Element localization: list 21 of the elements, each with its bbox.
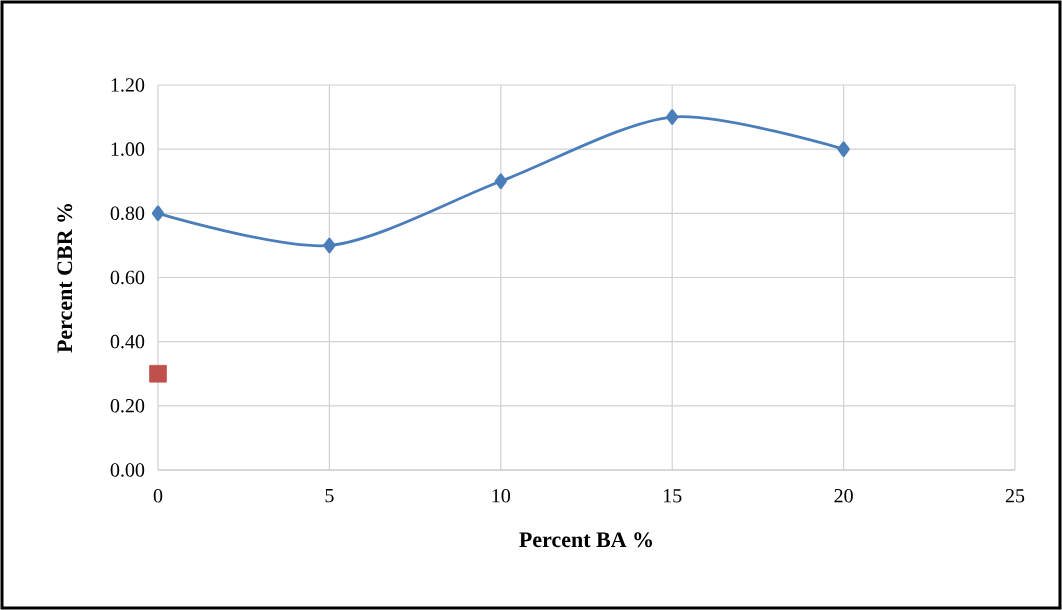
y-tick-label: 0.80 <box>110 206 145 221</box>
x-tick-label: 0 <box>153 489 163 503</box>
y-tick-label: 1.20 <box>111 78 145 92</box>
point <box>837 141 850 157</box>
x-tick-label: 10 <box>492 489 511 503</box>
y-tick-label: 0.00 <box>110 463 145 477</box>
x-tick-label: 25 <box>1005 489 1025 503</box>
x-tick-label: 15 <box>663 489 682 503</box>
point <box>151 205 165 222</box>
point <box>149 364 167 383</box>
point <box>494 173 507 190</box>
x-tick-label: 5 <box>325 489 334 503</box>
x-axis-title: Percent BA % <box>519 532 653 548</box>
x-tick-label: 20 <box>834 489 853 503</box>
y-tick-label: 0.60 <box>110 270 145 285</box>
y-axis-title: Percent CBR % <box>57 204 73 353</box>
y-tick-label: 0.20 <box>110 399 145 413</box>
point <box>666 109 679 125</box>
point <box>323 237 336 254</box>
y-tick-label: 0.40 <box>110 334 145 349</box>
y-tick-label: 1.00 <box>111 142 145 156</box>
